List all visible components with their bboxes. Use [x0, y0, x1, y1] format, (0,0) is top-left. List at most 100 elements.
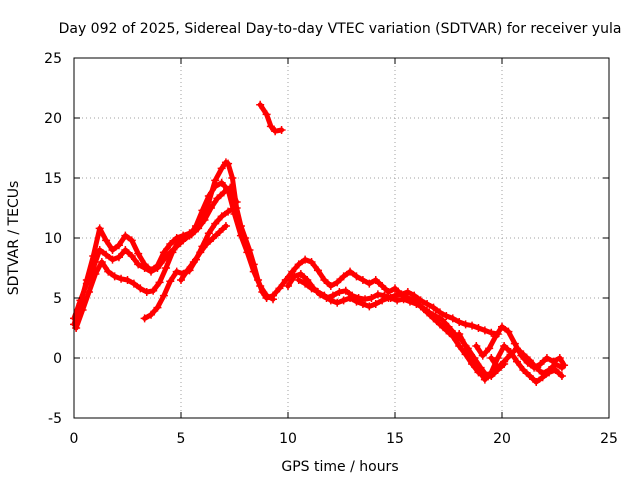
data-point	[358, 276, 367, 284]
data-point	[76, 296, 85, 305]
data-point	[217, 178, 226, 187]
data-point	[461, 342, 470, 350]
data-point	[140, 314, 149, 323]
x-tick-label: 0	[70, 431, 79, 447]
data-point	[147, 267, 156, 276]
series-track-e	[177, 222, 230, 284]
data-point	[391, 284, 399, 293]
data-point	[320, 291, 329, 300]
data-point	[542, 354, 551, 362]
data-point	[230, 204, 239, 212]
data-point	[221, 222, 230, 230]
data-point	[423, 300, 432, 308]
data-point	[506, 350, 515, 359]
data-point	[256, 100, 265, 109]
data-point	[333, 298, 342, 307]
data-point	[91, 270, 100, 278]
data-point	[378, 296, 387, 305]
data-point	[189, 258, 198, 266]
data-point	[153, 264, 162, 272]
data-point	[472, 342, 481, 350]
y-tick-label: 0	[53, 351, 62, 367]
data-point	[95, 246, 104, 254]
data-point	[410, 296, 419, 305]
data-point	[358, 300, 367, 308]
data-point	[290, 272, 299, 281]
data-point	[209, 234, 218, 242]
x-tick-label: 15	[386, 431, 404, 447]
data-point	[487, 354, 496, 362]
data-point	[78, 306, 87, 314]
data-point	[97, 258, 106, 266]
data-point	[204, 192, 213, 200]
y-tick-label: -5	[48, 411, 62, 427]
data-point	[187, 230, 196, 239]
series-track-h	[284, 270, 492, 380]
data-point	[512, 344, 521, 353]
data-point	[429, 303, 438, 312]
data-point	[545, 366, 554, 374]
data-point	[519, 350, 528, 359]
data-point	[320, 276, 329, 284]
data-point	[504, 327, 513, 336]
data-point	[313, 266, 322, 275]
data-point	[339, 272, 348, 281]
series-group	[70, 100, 569, 386]
data-point	[281, 276, 290, 284]
data-point	[474, 324, 483, 332]
data-point	[172, 267, 181, 276]
data-point	[217, 164, 226, 173]
data-point	[487, 368, 496, 377]
series-track-f	[256, 100, 286, 136]
x-axis-label: GPS time / hours	[281, 459, 398, 475]
data-point	[335, 288, 344, 296]
data-point	[226, 183, 235, 192]
data-point	[498, 322, 506, 331]
data-point	[114, 253, 123, 262]
data-point	[519, 366, 528, 374]
data-point	[204, 229, 213, 238]
y-tick-label: 5	[53, 291, 62, 307]
data-point	[166, 277, 175, 286]
data-point	[296, 270, 305, 278]
data-point	[121, 231, 130, 240]
data-point	[159, 291, 168, 300]
x-tick-label: 25	[600, 431, 618, 447]
y-tick-label: 20	[44, 111, 62, 127]
data-point	[183, 266, 192, 275]
data-point	[142, 288, 151, 296]
data-point	[361, 295, 370, 304]
data-point	[102, 250, 111, 259]
data-point	[339, 296, 348, 305]
data-point	[262, 110, 271, 119]
data-point	[384, 294, 393, 302]
data-point	[174, 236, 183, 245]
data-point	[532, 378, 541, 386]
data-point	[232, 198, 241, 206]
y-axis-label: SDTVAR / TECUs	[6, 181, 22, 296]
data-point	[487, 328, 496, 337]
data-point	[277, 126, 286, 134]
data-point	[256, 282, 265, 290]
data-point	[177, 276, 185, 284]
data-point	[200, 216, 209, 224]
data-point	[326, 296, 335, 305]
data-point	[249, 267, 258, 276]
data-point	[536, 360, 545, 368]
data-point	[202, 240, 211, 248]
data-point	[313, 288, 322, 296]
series-line	[178, 223, 229, 283]
data-point	[301, 255, 310, 264]
data-point	[442, 312, 451, 320]
data-point	[448, 332, 457, 341]
data-point	[438, 315, 447, 324]
data-point	[181, 234, 190, 242]
data-point	[159, 255, 168, 264]
data-point	[155, 278, 164, 287]
data-point	[123, 276, 132, 284]
data-point	[333, 278, 342, 287]
data-point	[448, 314, 457, 323]
data-point	[102, 236, 111, 245]
data-point	[294, 260, 303, 269]
data-point	[341, 286, 350, 295]
